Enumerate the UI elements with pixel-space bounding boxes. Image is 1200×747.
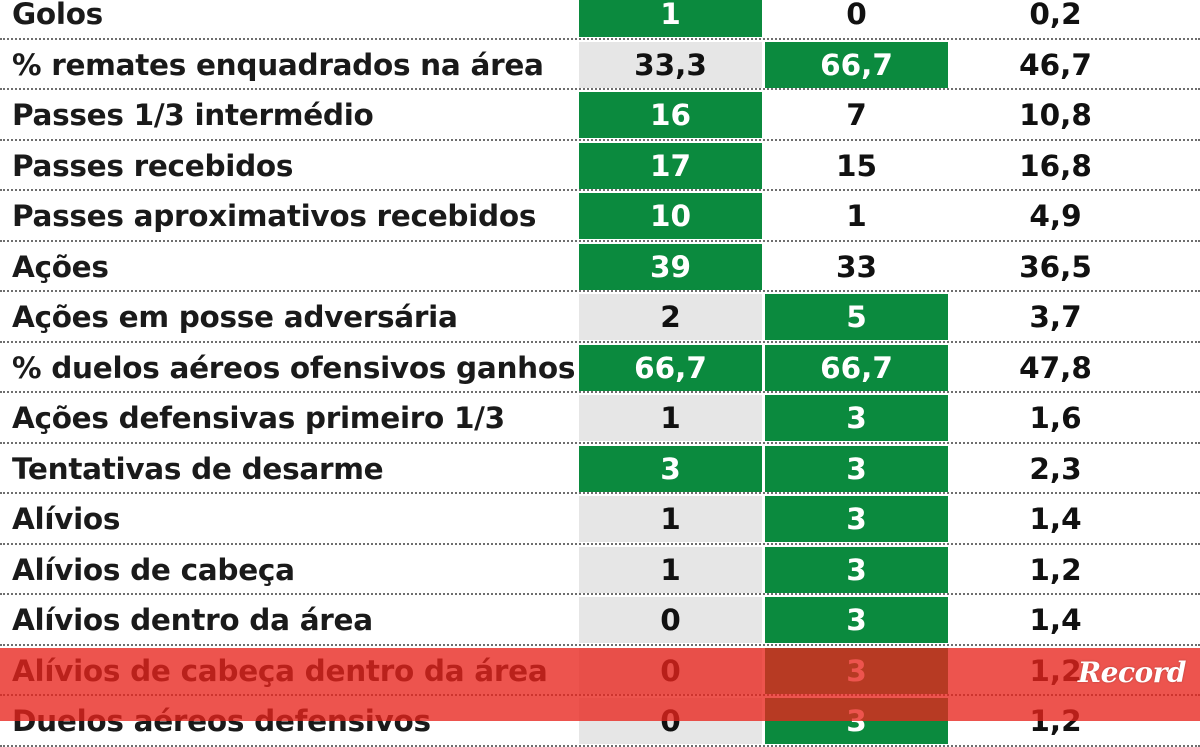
stat-label: Ações em posse adversária bbox=[12, 300, 458, 334]
value-average: 1,2 bbox=[951, 546, 1160, 593]
value-average: 0,2 bbox=[951, 0, 1160, 37]
value-player-b: 1 bbox=[765, 193, 948, 239]
value-player-b: 3 bbox=[765, 496, 948, 542]
stat-label: Ações defensivas primeiro 1/3 bbox=[12, 401, 505, 435]
table-row: Tentativas de desarme 3 3 2,3 bbox=[0, 444, 1200, 494]
row-divider bbox=[0, 189, 1200, 191]
row-divider bbox=[0, 643, 1200, 646]
table-row: Passes recebidos 17 15 16,8 bbox=[0, 141, 1200, 191]
table-row: Ações 39 33 36,5 bbox=[0, 242, 1200, 292]
stat-label: Alívios dentro da área bbox=[12, 603, 373, 637]
stat-label: % remates enquadrados na área bbox=[12, 47, 544, 82]
row-divider bbox=[0, 138, 1200, 141]
row-divider bbox=[0, 290, 1200, 292]
stat-label: Tentativas de desarme bbox=[12, 451, 384, 486]
row-divider bbox=[0, 391, 1200, 393]
row-divider bbox=[0, 441, 1200, 444]
value-player-b: 5 bbox=[765, 294, 948, 340]
row-divider bbox=[0, 37, 1200, 40]
value-average: 36,5 bbox=[951, 243, 1160, 290]
value-player-a: 2 bbox=[579, 294, 762, 340]
value-average: 1,6 bbox=[951, 395, 1160, 441]
stat-label: Golos bbox=[12, 0, 103, 31]
row-divider bbox=[0, 744, 1200, 747]
value-average: 3,7 bbox=[951, 294, 1160, 340]
value-average: 1,4 bbox=[951, 496, 1160, 542]
value-player-b: 66,7 bbox=[765, 41, 948, 88]
record-logo-icon: Record bbox=[1077, 656, 1187, 689]
value-player-a: 17 bbox=[579, 142, 762, 189]
value-player-a: 39 bbox=[579, 243, 762, 290]
value-player-b: 3 bbox=[765, 597, 948, 643]
value-player-b: 3 bbox=[765, 546, 948, 593]
table-row: Passes aproximativos recebidos 10 1 4,9 bbox=[0, 191, 1200, 242]
value-player-b: 0 bbox=[765, 0, 948, 37]
value-player-b: 7 bbox=[765, 92, 948, 138]
table-row: Passes 1/3 intermédio 16 7 10,8 bbox=[0, 90, 1200, 141]
table-row: Ações defensivas primeiro 1/3 1 3 1,6 bbox=[0, 393, 1200, 444]
row-divider bbox=[0, 542, 1200, 545]
table-row: Alívios 1 3 1,4 bbox=[0, 494, 1200, 545]
stat-label: Alívios bbox=[12, 502, 121, 536]
table-row: Alívios dentro da área 0 3 1,4 bbox=[0, 595, 1200, 646]
row-divider bbox=[0, 239, 1200, 242]
value-player-a: 1 bbox=[579, 496, 762, 542]
value-player-a: 3 bbox=[579, 445, 762, 492]
value-player-a: 16 bbox=[579, 92, 762, 138]
value-player-a: 33,3 bbox=[579, 41, 762, 88]
value-player-a: 1 bbox=[579, 395, 762, 441]
row-divider bbox=[0, 593, 1200, 595]
stat-label: Passes recebidos bbox=[12, 148, 294, 183]
value-player-a: 0 bbox=[579, 597, 762, 643]
stat-label: Alívios de cabeça bbox=[12, 552, 295, 587]
value-player-b: 33 bbox=[765, 243, 948, 290]
value-average: 1,4 bbox=[951, 597, 1160, 643]
value-player-b: 3 bbox=[765, 445, 948, 492]
value-average: 10,8 bbox=[951, 92, 1160, 138]
value-player-a: 66,7 bbox=[579, 344, 762, 391]
value-player-a: 10 bbox=[579, 193, 762, 239]
stat-label: % duelos aéreos ofensivos ganhos bbox=[12, 350, 576, 385]
stat-label: Passes aproximativos recebidos bbox=[12, 199, 537, 233]
value-average: 46,7 bbox=[951, 41, 1160, 88]
table-row: % remates enquadrados na área 33,3 66,7 46,… bbox=[0, 40, 1200, 90]
value-player-b: 3 bbox=[765, 395, 948, 441]
value-average: 16,8 bbox=[951, 142, 1160, 189]
table-row: Alívios de cabeça 1 3 1,2 bbox=[0, 545, 1200, 595]
value-player-b: 66,7 bbox=[765, 344, 948, 391]
value-player-a: 1 bbox=[579, 546, 762, 593]
value-player-b: 15 bbox=[765, 142, 948, 189]
value-player-a: 1 bbox=[579, 0, 762, 37]
row-divider bbox=[0, 492, 1200, 494]
table-row: Ações em posse adversária 2 5 3,7 bbox=[0, 292, 1200, 343]
row-divider bbox=[0, 88, 1200, 90]
stat-label: Ações bbox=[12, 249, 109, 284]
bottom-red-overlay bbox=[0, 648, 1200, 721]
row-divider bbox=[0, 340, 1200, 343]
table-row: Golos 1 0 0,2 bbox=[0, 0, 1200, 40]
stat-label: Passes 1/3 intermédio bbox=[12, 98, 374, 132]
value-average: 47,8 bbox=[951, 344, 1160, 391]
table-row: % duelos aéreos ofensivos ganhos 66,7 66,7… bbox=[0, 343, 1200, 393]
value-average: 4,9 bbox=[951, 193, 1160, 239]
value-average: 2,3 bbox=[951, 445, 1160, 492]
